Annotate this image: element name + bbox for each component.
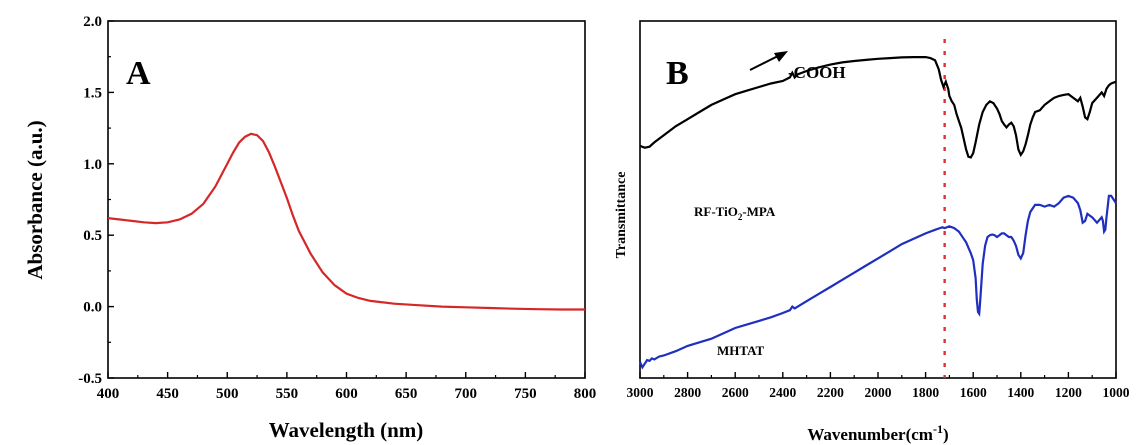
panel-a-y-axis-title: Absorbance (a.u.): [23, 120, 47, 279]
panel-b-x-tick-label: 1800: [912, 385, 939, 400]
panel-a-x-tick-label: 700: [455, 386, 478, 402]
panel-a-x-axis-title: Wavelength (nm): [269, 418, 424, 442]
panel-a-x-tick-label: 400: [97, 386, 120, 402]
panel-b-x-tick-label: 3000: [627, 385, 654, 400]
panel-a-ticks: [107, 20, 586, 379]
annotation-arrow-head: [774, 51, 788, 62]
panel-a-x-tick-label: 650: [395, 386, 418, 402]
panel-b-x-tick-label: 2200: [817, 385, 844, 400]
panel-b-x-tick-label: 2800: [674, 385, 701, 400]
panel-a-y-tick-label: -0.5: [78, 371, 102, 387]
panel-b-x-tick-label: 2600: [722, 385, 749, 400]
panel-a-y-tick-label: 0.0: [83, 300, 102, 316]
series-label-subscript-2: 2: [738, 212, 743, 222]
panel-b-x-tick-label: 1000: [1103, 385, 1130, 400]
panel-b-letter: B: [666, 55, 689, 92]
panel-a-y-tick-label: 1.5: [83, 85, 102, 101]
series-label-rf-tio-part: RF-TiO: [694, 204, 738, 219]
panel-a-tick-labels: 400 450 500 550 600 650 700 750 800 -0.5 0.0 0.5 1.0…: [78, 14, 596, 402]
annotation-arrow-shaft: [749, 54, 781, 71]
panel-b-y-axis-title: Transmittance: [614, 172, 629, 259]
panel-b-rf-tio2-mpa-line: [639, 56, 1117, 159]
panel-b-annotation: -COOH: [749, 51, 846, 82]
panel-a-absorbance-line: [107, 132, 585, 311]
panel-b-ticks: [639, 372, 1117, 378]
panel-a-x-tick-label: 800: [574, 386, 597, 402]
panel-a-x-tick-label: 750: [514, 386, 537, 402]
panel-b-x-tick-label: 2400: [769, 385, 796, 400]
panel-b-x-tick-label: 1200: [1055, 385, 1082, 400]
panel-b-plot-frame: [639, 20, 1117, 379]
panel-b-x-axis-title: Wavenumber(cm-1): [807, 422, 948, 444]
panel-a-x-tick-label: 500: [216, 386, 239, 402]
panel-b-x-tick-label: 1400: [1007, 385, 1034, 400]
x-title-close: ): [943, 425, 949, 444]
panel-a-letter: A: [126, 55, 151, 92]
panel-a-plot-frame: [107, 20, 586, 379]
panel-b-x-tick-label: 2000: [865, 385, 892, 400]
panel-b-tick-labels: 3000 2800 2600 2400 2200 2000 1800 1600 1400 1200…: [627, 385, 1130, 400]
panel-a-y-tick-label: 2.0: [83, 14, 102, 30]
x-title-superscript: -1: [933, 422, 943, 436]
series-label-mhtat: MHTAT: [717, 343, 765, 358]
panel-b-mhtat-line: [638, 194, 1117, 370]
panel-b-x-tick-label: 1600: [960, 385, 987, 400]
x-title-main: Wavenumber(cm: [807, 425, 933, 444]
panel-a-y-tick-label: 1.0: [83, 157, 102, 173]
panel-a-x-tick-label: 550: [276, 386, 299, 402]
series-label-mpa-part: -MPA: [742, 204, 776, 219]
panel-b: 3000 2800 2600 2400 2200 2000 1800 1600 1400 1200…: [614, 20, 1130, 444]
panel-a-x-tick-label: 600: [335, 386, 358, 402]
panel-a: 400 450 500 550 600 650 700 750 800 -0.5 0.0 0.5 1.0…: [23, 14, 596, 442]
panel-a-x-tick-label: 450: [156, 386, 179, 402]
panel-a-y-tick-label: 0.5: [83, 228, 102, 244]
series-label-rf-tio2-mpa: RF-TiO2-MPA: [694, 204, 776, 222]
annotation-cooh-label: -COOH: [788, 63, 846, 82]
